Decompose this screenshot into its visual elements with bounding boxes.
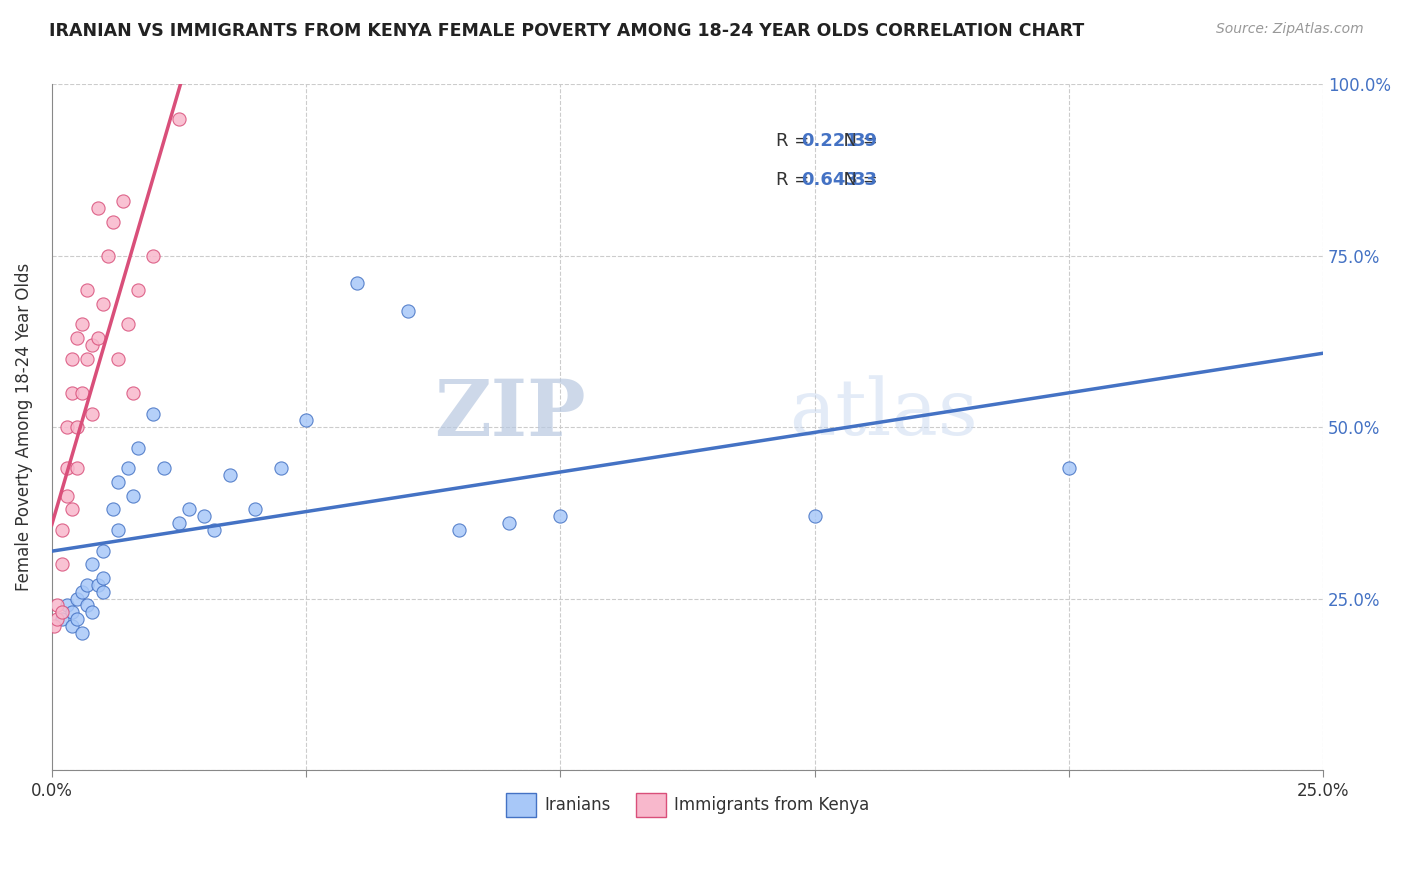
Text: 33: 33 xyxy=(853,171,879,189)
Point xyxy=(142,249,165,263)
Point xyxy=(167,516,190,531)
Point xyxy=(803,509,825,524)
Point xyxy=(82,558,104,572)
Point xyxy=(86,331,108,345)
Point xyxy=(86,578,108,592)
Point xyxy=(152,461,174,475)
Point xyxy=(396,303,419,318)
Point xyxy=(44,619,66,633)
Point xyxy=(51,605,73,619)
Point xyxy=(243,502,266,516)
Point xyxy=(72,626,94,640)
Text: R =: R = xyxy=(776,171,815,189)
Point xyxy=(111,194,134,208)
Text: 39: 39 xyxy=(853,132,879,150)
Point xyxy=(107,523,129,537)
Point xyxy=(72,386,94,401)
Point xyxy=(66,591,89,606)
Point xyxy=(45,599,67,613)
Point xyxy=(122,489,145,503)
Point xyxy=(498,516,520,531)
Point xyxy=(56,489,79,503)
Point xyxy=(107,475,129,489)
Text: Source: ZipAtlas.com: Source: ZipAtlas.com xyxy=(1216,22,1364,37)
Point xyxy=(66,420,89,434)
Text: 0.221: 0.221 xyxy=(801,132,858,150)
Point xyxy=(193,509,215,524)
Point xyxy=(82,605,104,619)
Point xyxy=(91,297,114,311)
Point xyxy=(45,612,67,626)
Point xyxy=(72,584,94,599)
Point xyxy=(117,461,139,475)
Point xyxy=(51,558,73,572)
Point xyxy=(218,468,240,483)
Point xyxy=(97,249,120,263)
Point xyxy=(56,461,79,475)
Point xyxy=(51,612,73,626)
Point xyxy=(51,523,73,537)
Text: IRANIAN VS IMMIGRANTS FROM KENYA FEMALE POVERTY AMONG 18-24 YEAR OLDS CORRELATIO: IRANIAN VS IMMIGRANTS FROM KENYA FEMALE … xyxy=(49,22,1084,40)
Point xyxy=(60,605,83,619)
Point xyxy=(117,318,139,332)
Point xyxy=(66,331,89,345)
Point xyxy=(91,571,114,585)
Point xyxy=(76,578,98,592)
Point xyxy=(107,351,129,366)
Point xyxy=(82,407,104,421)
Point xyxy=(101,502,124,516)
Point xyxy=(60,502,83,516)
Point xyxy=(86,201,108,215)
Point xyxy=(101,214,124,228)
Text: N =: N = xyxy=(832,132,883,150)
Point xyxy=(91,584,114,599)
Point xyxy=(60,386,83,401)
Text: 0.643: 0.643 xyxy=(801,171,858,189)
Point xyxy=(66,461,89,475)
Point xyxy=(76,283,98,297)
Point xyxy=(447,523,470,537)
Point xyxy=(82,338,104,352)
Point xyxy=(76,351,98,366)
Point xyxy=(60,351,83,366)
Point xyxy=(56,420,79,434)
Point xyxy=(127,283,149,297)
Point xyxy=(346,277,368,291)
Point xyxy=(142,407,165,421)
Point xyxy=(127,441,149,455)
Point xyxy=(204,523,226,537)
Point xyxy=(167,112,190,126)
Point xyxy=(177,502,200,516)
Point xyxy=(60,619,83,633)
Text: ZIP: ZIP xyxy=(434,376,586,451)
Point xyxy=(295,413,318,427)
Point xyxy=(76,599,98,613)
Point xyxy=(122,386,145,401)
Y-axis label: Female Poverty Among 18-24 Year Olds: Female Poverty Among 18-24 Year Olds xyxy=(15,263,32,591)
Point xyxy=(550,509,572,524)
Legend: Iranians, Immigrants from Kenya: Iranians, Immigrants from Kenya xyxy=(499,787,876,823)
Point xyxy=(56,599,79,613)
Point xyxy=(66,612,89,626)
Point xyxy=(1057,461,1080,475)
Point xyxy=(72,318,94,332)
Text: atlas: atlas xyxy=(789,376,979,451)
Point xyxy=(91,543,114,558)
Text: R =: R = xyxy=(776,132,815,150)
Text: N =: N = xyxy=(832,171,883,189)
Point xyxy=(270,461,292,475)
